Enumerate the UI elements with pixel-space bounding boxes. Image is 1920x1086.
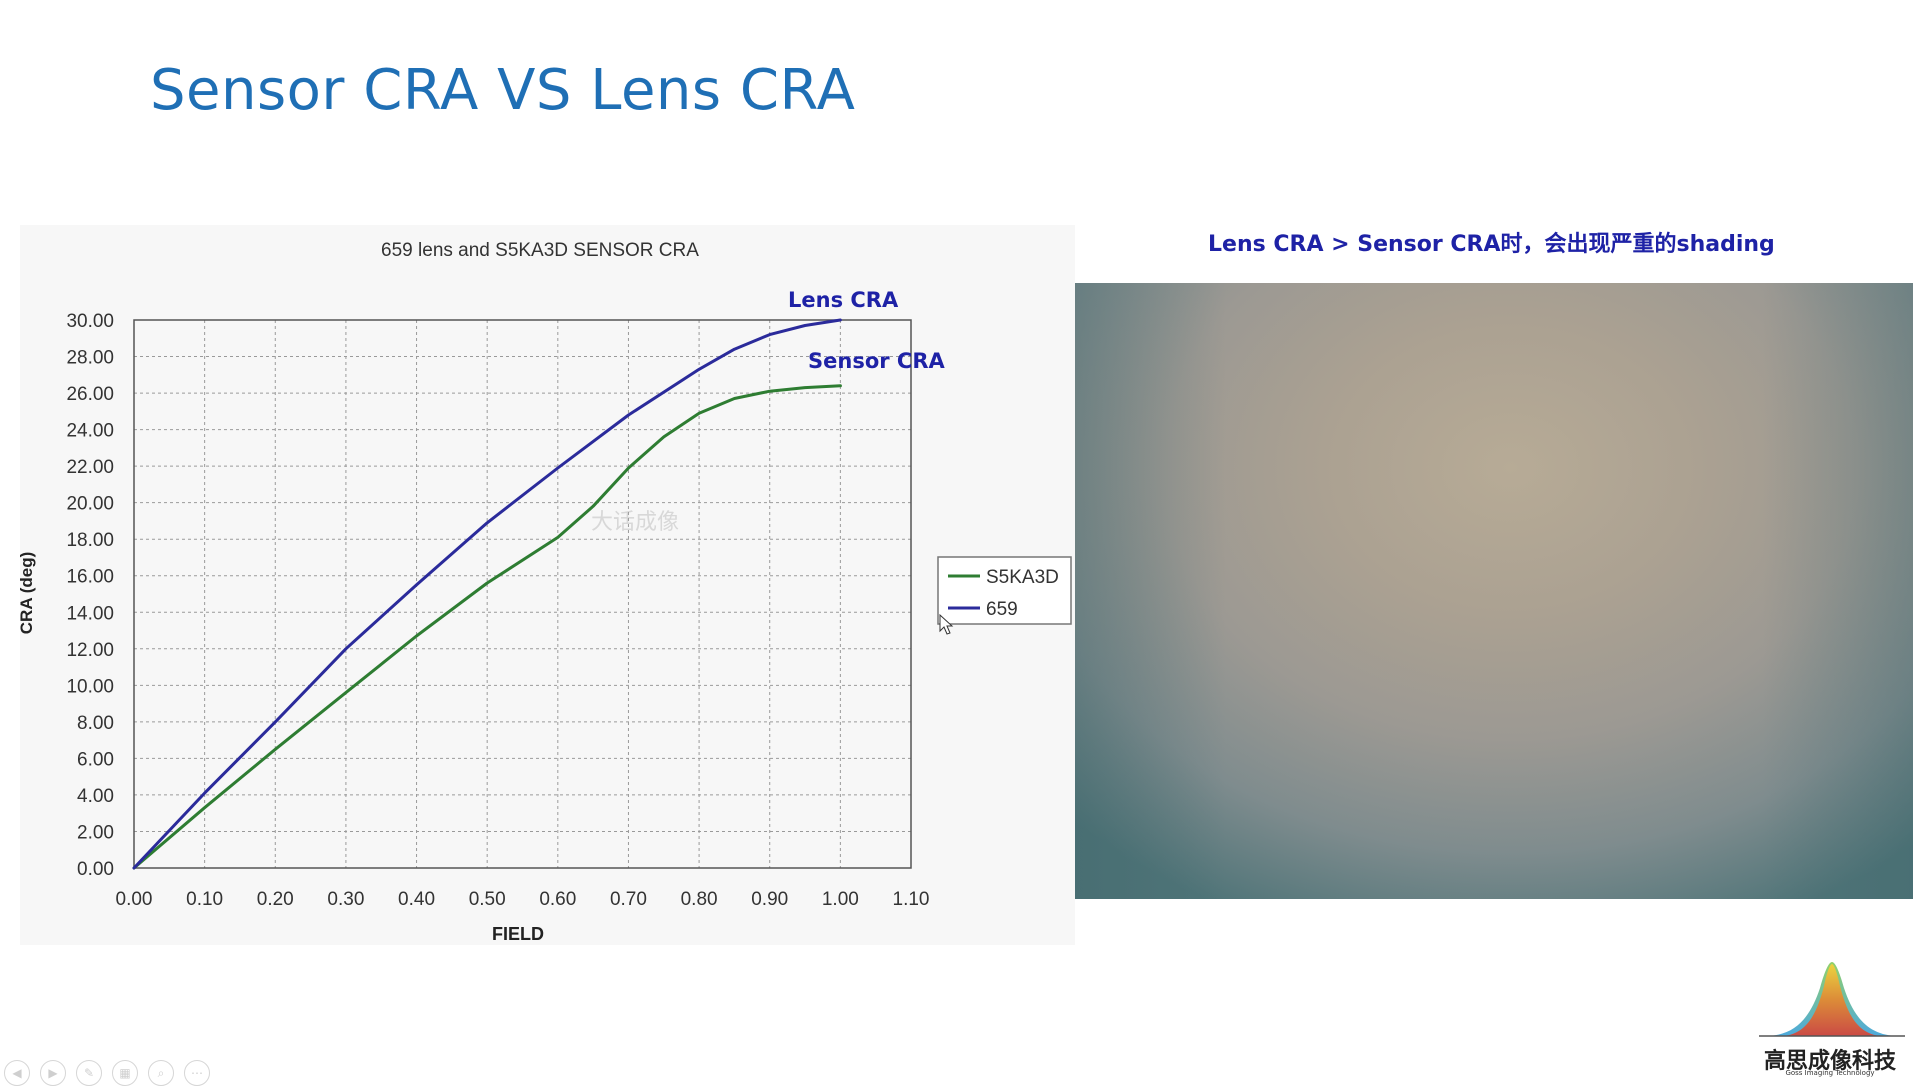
plot-area-frame (133, 319, 912, 869)
photo-caption: Lens CRA > Sensor CRA时，会出现严重的shading (1208, 232, 1775, 257)
x-tick-label: 0.00 (116, 889, 153, 910)
y-tick-label: 20.00 (66, 494, 114, 515)
company-logo: 高思成像科技 Goss Imaging Technology (1755, 958, 1905, 1078)
shading-photo (1075, 283, 1913, 899)
chart-watermark: 大话成像 (591, 510, 679, 535)
x-tick-label: 0.90 (751, 889, 788, 910)
x-tick-label: 0.20 (257, 889, 294, 910)
y-tick-label: 30.00 (66, 311, 114, 332)
series-line-s5ka3d (132, 384, 842, 870)
y-tick-label: 8.00 (77, 713, 114, 734)
y-tick-label: 14.00 (66, 603, 114, 624)
annotation-lens-cra: Lens CRA (788, 288, 899, 312)
zoom-icon[interactable]: ⌕ (148, 1060, 174, 1086)
pen-icon[interactable]: ✎ (76, 1060, 102, 1086)
legend: S5KA3D 659 (937, 556, 1072, 625)
legend-box (937, 556, 1072, 625)
x-tick-label: 0.70 (610, 889, 647, 910)
y-tick-label: 22.00 (66, 457, 114, 478)
x-tick-label: 1.10 (893, 889, 930, 910)
next-slide-icon[interactable]: ▶ (40, 1060, 66, 1086)
slide-title: Sensor CRA VS Lens CRA (150, 58, 856, 123)
presentation-toolbar: ◀ ▶ ✎ ▦ ⌕ ⋯ (4, 1060, 210, 1086)
x-tick-label: 0.40 (398, 889, 435, 910)
annotation-sensor-cra: Sensor CRA (808, 349, 945, 373)
slides-grid-icon[interactable]: ▦ (112, 1060, 138, 1086)
x-axis-label: FIELD (492, 924, 544, 944)
y-tick-label: 0.00 (77, 859, 114, 880)
legend-label-s5ka3d: S5KA3D (986, 567, 1059, 588)
chart-title: 659 lens and S5KA3D SENSOR CRA (381, 240, 699, 261)
y-tick-label: 16.00 (66, 567, 114, 588)
legend-label-659: 659 (986, 599, 1018, 620)
prev-slide-icon[interactable]: ◀ (4, 1060, 30, 1086)
y-tick-label: 24.00 (66, 421, 114, 442)
y-tick-label: 18.00 (66, 530, 114, 551)
y-tick-label: 28.00 (66, 348, 114, 369)
y-tick-label: 6.00 (77, 749, 114, 770)
x-tick-label: 0.50 (469, 889, 506, 910)
y-tick-label: 12.00 (66, 640, 114, 661)
cursor-icon (939, 613, 954, 635)
series-line-659 (132, 318, 842, 870)
x-tick-label: 0.80 (681, 889, 718, 910)
y-tick-label: 2.00 (77, 822, 114, 843)
more-options-icon[interactable]: ⋯ (184, 1060, 210, 1086)
y-tick-label: 4.00 (77, 786, 114, 807)
logo-mountain-icon (1759, 962, 1905, 1037)
logo-subtext: Goss Imaging Technology (1785, 1069, 1875, 1077)
cra-chart: 659 lens and S5KA3D SENSOR CRA 大话成像 0.00… (20, 225, 1075, 945)
cra-chart-svg: 659 lens and S5KA3D SENSOR CRA 大话成像 0.00… (20, 240, 1072, 944)
x-tick-label: 0.10 (186, 889, 223, 910)
logo-text: 高思成像科技 (1763, 1049, 1896, 1074)
y-axis-label: CRA (deg) (20, 552, 36, 634)
x-tick-label: 1.00 (822, 889, 859, 910)
x-tick-label: 0.30 (327, 889, 364, 910)
y-tick-label: 26.00 (66, 384, 114, 405)
y-tick-label: 10.00 (66, 676, 114, 697)
x-tick-label: 0.60 (539, 889, 576, 910)
